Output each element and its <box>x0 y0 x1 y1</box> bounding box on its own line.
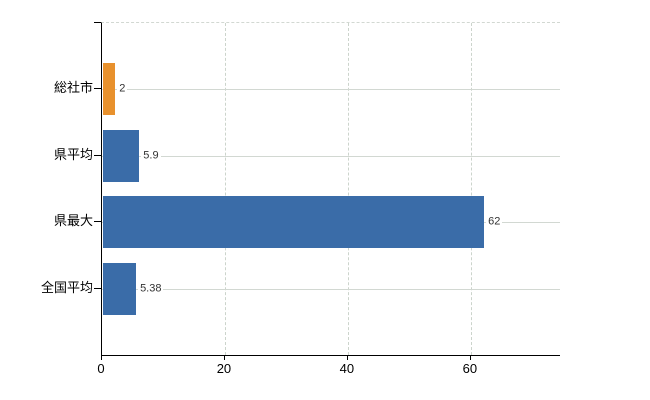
x-axis-tick-label: 0 <box>97 361 105 376</box>
category-axis-tick <box>94 88 101 89</box>
bar-value-label: 5.9 <box>141 149 161 163</box>
row-gridline <box>102 289 560 290</box>
bar-総社市 <box>103 63 116 115</box>
x-axis-tick <box>469 355 471 360</box>
x-axis-tick-label: 60 <box>462 361 478 376</box>
axis-top-tick <box>94 22 101 23</box>
category-label: 総社市 <box>53 80 93 95</box>
category-axis-tick <box>94 288 101 289</box>
vertical-gridline <box>347 23 349 355</box>
x-axis-tick-label: 20 <box>216 361 232 376</box>
vertical-gridline <box>224 23 226 355</box>
bar-value-label: 62 <box>486 215 503 229</box>
vertical-gridline <box>470 23 472 355</box>
category-label: 県最大 <box>53 213 93 228</box>
x-axis-tick <box>346 355 348 360</box>
category-axis-tick <box>94 221 101 222</box>
bar-県最大 <box>103 196 485 248</box>
x-axis-tick <box>223 355 225 360</box>
x-axis-tick <box>101 355 102 360</box>
bar-value-label: 2 <box>117 82 128 96</box>
category-axis-tick <box>94 155 101 156</box>
category-label: 全国平均 <box>40 280 93 295</box>
bar-value-label: 5.38 <box>138 282 164 296</box>
plot-area: 2 5.9 62 5.38 <box>101 22 560 356</box>
row-gridline <box>102 156 560 157</box>
row-gridline <box>102 89 560 90</box>
category-label: 県平均 <box>53 147 93 162</box>
x-axis-tick-label: 40 <box>339 361 355 376</box>
bar-全国平均 <box>103 263 137 315</box>
bar-県平均 <box>103 130 140 182</box>
